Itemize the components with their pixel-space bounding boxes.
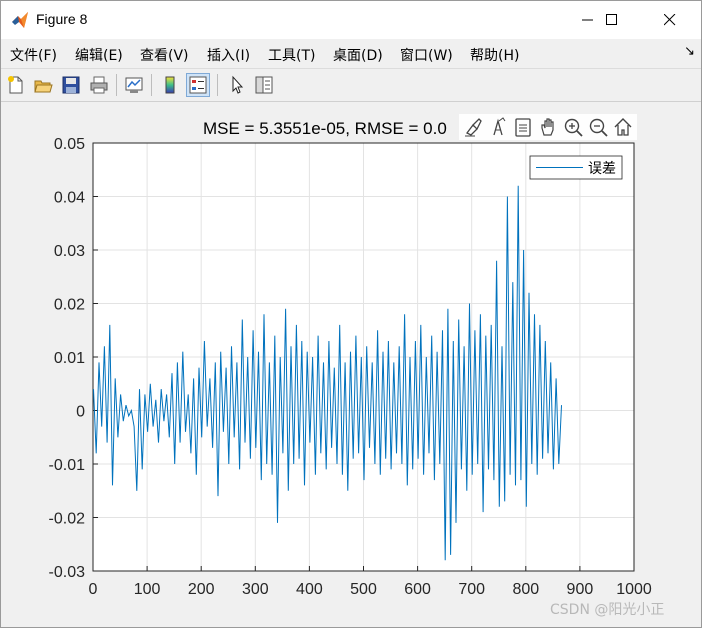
menu-file[interactable]: 文件(F) bbox=[10, 48, 57, 64]
restore-view-button[interactable] bbox=[515, 118, 531, 137]
chart-title: MSE = 5.3551e-05, RMSE = 0.0 bbox=[203, 119, 447, 138]
data-tips-icon bbox=[493, 117, 506, 136]
open-file-icon bbox=[34, 80, 53, 93]
y-tick-label: -0.03 bbox=[49, 564, 86, 581]
insert-colorbar-button[interactable] bbox=[158, 73, 182, 97]
maximize-icon bbox=[606, 14, 617, 25]
insert-legend-button[interactable] bbox=[186, 73, 210, 97]
brush-button[interactable] bbox=[465, 118, 482, 137]
x-tick-label: 800 bbox=[512, 581, 539, 598]
menu-bar: 文件(F) 编辑(E) 查看(V) 插入(I) 工具(T) 桌面(D) 窗口(W… bbox=[1, 41, 701, 67]
link-plot-button[interactable] bbox=[122, 73, 146, 97]
axes-toolbar bbox=[459, 114, 637, 140]
open-file-button[interactable] bbox=[31, 73, 55, 97]
series-line-误差 bbox=[93, 185, 562, 561]
legend[interactable]: 误差 bbox=[529, 155, 623, 180]
menu-window[interactable]: 窗口(W) bbox=[400, 48, 453, 64]
save-button[interactable] bbox=[59, 73, 83, 97]
figure-toolbar bbox=[1, 68, 701, 102]
x-tick-label: 400 bbox=[296, 581, 323, 598]
minimize-icon bbox=[582, 19, 593, 21]
property-inspector-icon bbox=[255, 76, 273, 94]
watermark: CSDN @阳光小正 bbox=[550, 602, 665, 618]
window-title: Figure 8 bbox=[36, 11, 88, 27]
menu-edit[interactable]: 编辑(E) bbox=[75, 48, 123, 64]
y-tick-label: 0.01 bbox=[54, 350, 85, 367]
home-icon bbox=[614, 118, 632, 136]
x-tick-label: 200 bbox=[188, 581, 215, 598]
legend-label: 误差 bbox=[588, 160, 616, 176]
x-tick-label: 500 bbox=[350, 581, 377, 598]
plot-svg: 0 100 200 300 400 500 600 700 800 900 1000 -0.03 -0.… bbox=[49, 114, 652, 598]
x-tick-label: 600 bbox=[404, 581, 431, 598]
grid bbox=[93, 143, 634, 571]
restore-view-icon bbox=[515, 118, 531, 137]
new-figure-icon bbox=[8, 76, 23, 94]
x-tick-label: 1000 bbox=[616, 581, 652, 598]
x-tick-label: 300 bbox=[242, 581, 269, 598]
pan-icon bbox=[541, 118, 554, 136]
zoom-out-button[interactable] bbox=[589, 118, 608, 137]
x-tick-label: 0 bbox=[89, 581, 98, 598]
x-tick-label: 100 bbox=[134, 581, 161, 598]
zoom-in-icon bbox=[564, 118, 583, 137]
menu-desktop[interactable]: 桌面(D) bbox=[333, 48, 383, 64]
y-tick-label: 0.03 bbox=[54, 243, 85, 260]
maximize-button[interactable] bbox=[589, 1, 635, 39]
y-tick-label: -0.02 bbox=[49, 511, 86, 528]
menu-insert[interactable]: 插入(I) bbox=[207, 48, 251, 64]
print-button[interactable] bbox=[87, 73, 111, 97]
brush-icon bbox=[465, 118, 482, 137]
property-inspector-button[interactable] bbox=[252, 73, 276, 97]
save-icon bbox=[62, 76, 80, 94]
y-tick-label: -0.01 bbox=[49, 457, 86, 474]
menu-view[interactable]: 查看(V) bbox=[140, 48, 189, 64]
edit-plot-arrow-icon bbox=[232, 75, 244, 94]
x-tick-label: 700 bbox=[458, 581, 485, 598]
new-figure-button[interactable] bbox=[4, 73, 28, 97]
x-tick-label: 900 bbox=[567, 581, 594, 598]
data-tips-button[interactable] bbox=[493, 117, 506, 136]
zoom-in-button[interactable] bbox=[564, 118, 583, 137]
close-icon bbox=[664, 14, 676, 26]
figure-canvas: 0 100 200 300 400 500 600 700 800 900 1000 -0.03 -0.… bbox=[1, 102, 701, 627]
tick-labels: 0 100 200 300 400 500 600 700 800 900 1000 -0.03 -0.… bbox=[49, 136, 652, 598]
edit-plot-button[interactable] bbox=[225, 73, 249, 97]
menu-help[interactable]: 帮助(H) bbox=[470, 48, 520, 64]
y-tick-label: 0.02 bbox=[54, 297, 85, 314]
print-icon bbox=[90, 76, 108, 94]
dock-arrow-icon[interactable]: ↘ bbox=[684, 44, 695, 59]
title-bar: Figure 8 bbox=[1, 1, 701, 39]
home-button[interactable] bbox=[614, 118, 632, 136]
y-tick-label: 0 bbox=[76, 404, 85, 421]
y-tick-label: 0.05 bbox=[54, 136, 85, 153]
insert-colorbar-icon bbox=[165, 76, 175, 94]
insert-legend-icon bbox=[189, 76, 207, 94]
link-plot-icon bbox=[125, 77, 143, 93]
close-button[interactable] bbox=[647, 1, 693, 39]
zoom-out-icon bbox=[589, 118, 608, 137]
menu-tools[interactable]: 工具(T) bbox=[268, 48, 316, 64]
y-tick-label: 0.04 bbox=[54, 190, 85, 207]
matlab-logo-icon bbox=[10, 10, 30, 30]
pan-button[interactable] bbox=[541, 118, 554, 136]
minimize-button[interactable] bbox=[565, 1, 611, 39]
